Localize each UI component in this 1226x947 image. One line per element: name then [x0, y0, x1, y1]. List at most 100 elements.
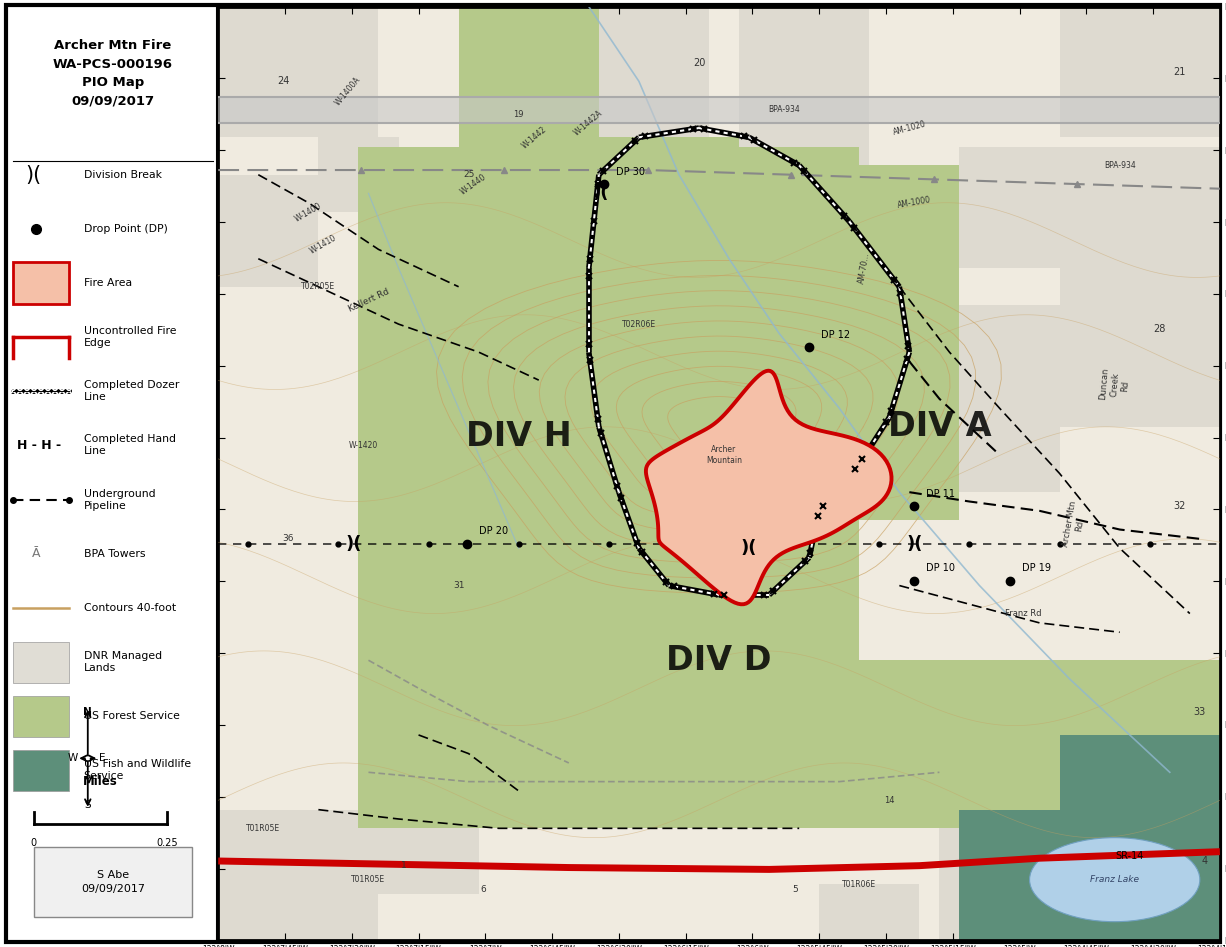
Bar: [960, 306, 1059, 492]
Bar: [960, 810, 1220, 940]
Text: Completed Hand
Line: Completed Hand Line: [83, 435, 175, 456]
Text: W-1400A: W-1400A: [333, 75, 363, 107]
Bar: [218, 7, 379, 137]
Bar: [218, 810, 379, 940]
Text: T01R05E: T01R05E: [246, 824, 281, 832]
Text: 4: 4: [1201, 856, 1208, 866]
Bar: [960, 147, 1220, 268]
Text: 5: 5: [792, 884, 798, 894]
Text: DIV H: DIV H: [466, 420, 571, 453]
Text: Kellert Rd: Kellert Rd: [347, 287, 390, 314]
Text: S: S: [85, 800, 91, 810]
Text: )(: )(: [346, 534, 362, 552]
Text: Franz Rd: Franz Rd: [1004, 609, 1041, 618]
FancyBboxPatch shape: [12, 750, 69, 791]
Text: AM-1020: AM-1020: [891, 119, 927, 136]
Text: 21: 21: [1173, 67, 1186, 77]
Text: Duncan
Creek
Rd: Duncan Creek Rd: [1098, 367, 1130, 402]
Text: T01R06E: T01R06E: [842, 880, 877, 889]
Text: )(: )(: [906, 534, 923, 552]
Text: 6: 6: [481, 884, 487, 894]
Bar: [819, 884, 920, 940]
Text: 28: 28: [1154, 324, 1166, 333]
Text: 32: 32: [1173, 501, 1186, 511]
Text: Completed Dozer
Line: Completed Dozer Line: [83, 381, 179, 402]
Text: Archer
Mountain: Archer Mountain: [706, 445, 742, 465]
Text: BPA-934: BPA-934: [769, 105, 801, 114]
Bar: [739, 7, 869, 166]
Text: AM-70...: AM-70...: [857, 252, 872, 284]
Bar: [358, 147, 859, 660]
Text: DP 11: DP 11: [927, 489, 955, 499]
Text: DP 20: DP 20: [478, 527, 508, 536]
Text: 25: 25: [463, 170, 474, 179]
Bar: [939, 829, 1059, 940]
Bar: [459, 7, 598, 268]
FancyBboxPatch shape: [33, 847, 192, 917]
Bar: [319, 137, 398, 212]
Text: Contours 40-foot: Contours 40-foot: [83, 603, 175, 613]
Text: DIV D: DIV D: [666, 644, 772, 677]
Text: DP 30: DP 30: [615, 167, 645, 176]
Text: 14: 14: [884, 795, 895, 805]
Bar: [1059, 7, 1220, 137]
Text: 20: 20: [693, 58, 705, 67]
Bar: [1080, 660, 1220, 829]
Text: Archer Mtn Fire
WA-PCS-000196
PIO Map
09/09/2017: Archer Mtn Fire WA-PCS-000196 PIO Map 09…: [53, 40, 173, 108]
Text: Drop Point (DP): Drop Point (DP): [83, 223, 168, 234]
Text: 19: 19: [514, 110, 524, 118]
Text: DP 19: DP 19: [1021, 563, 1051, 574]
Bar: [358, 660, 819, 829]
Text: Ā: Ā: [32, 547, 40, 561]
Text: H - H -: H - H -: [17, 439, 61, 452]
Text: 31: 31: [452, 581, 465, 590]
Text: W: W: [67, 753, 78, 763]
Text: AM-1000: AM-1000: [897, 195, 932, 210]
Text: Underground
Pipeline: Underground Pipeline: [83, 489, 156, 510]
Text: 33: 33: [1194, 706, 1206, 717]
Text: 1: 1: [401, 861, 406, 870]
Text: Archer Mtn
Rd: Archer Mtn Rd: [1060, 500, 1089, 549]
Text: 0: 0: [31, 838, 37, 848]
Text: N: N: [83, 706, 92, 717]
Bar: [819, 166, 960, 520]
Text: )(: )(: [741, 539, 758, 557]
Text: W-1442: W-1442: [521, 124, 549, 151]
Text: 24: 24: [277, 77, 289, 86]
Text: Miles: Miles: [83, 776, 118, 788]
Bar: [1059, 735, 1220, 829]
Text: DP 10: DP 10: [927, 563, 955, 574]
Bar: [1059, 147, 1220, 427]
FancyBboxPatch shape: [12, 262, 69, 304]
Bar: [218, 98, 1220, 123]
Ellipse shape: [1030, 838, 1200, 921]
Text: Franz Lake: Franz Lake: [1090, 875, 1139, 884]
Text: Uncontrolled Fire
Edge: Uncontrolled Fire Edge: [83, 326, 177, 348]
Bar: [588, 7, 709, 137]
Text: 36: 36: [282, 534, 294, 544]
Bar: [358, 520, 478, 614]
Text: W-1440: W-1440: [459, 172, 488, 196]
Bar: [358, 343, 459, 492]
FancyBboxPatch shape: [12, 696, 69, 737]
Text: DNR Managed
Lands: DNR Managed Lands: [83, 652, 162, 673]
Text: Division Break: Division Break: [83, 170, 162, 180]
Text: W-1400: W-1400: [293, 201, 324, 223]
Text: )(: )(: [592, 185, 609, 203]
Bar: [379, 819, 478, 894]
Text: W-1442A: W-1442A: [573, 109, 604, 138]
Bar: [218, 174, 319, 287]
Text: W-1410: W-1410: [309, 234, 338, 256]
Polygon shape: [646, 370, 891, 604]
Text: SR-14: SR-14: [1116, 851, 1144, 862]
Text: )(: )(: [26, 165, 42, 185]
Text: BPA Towers: BPA Towers: [83, 549, 145, 559]
Text: W-1420: W-1420: [349, 441, 378, 450]
Text: E: E: [99, 753, 105, 763]
Text: S Abe
09/09/2017: S Abe 09/09/2017: [81, 869, 145, 894]
Text: T02R05E: T02R05E: [302, 282, 336, 292]
Text: 0.25: 0.25: [156, 838, 178, 848]
FancyBboxPatch shape: [12, 641, 69, 683]
Text: US Forest Service: US Forest Service: [83, 711, 179, 722]
Text: US Fish and Wildlife
Service: US Fish and Wildlife Service: [83, 759, 191, 781]
